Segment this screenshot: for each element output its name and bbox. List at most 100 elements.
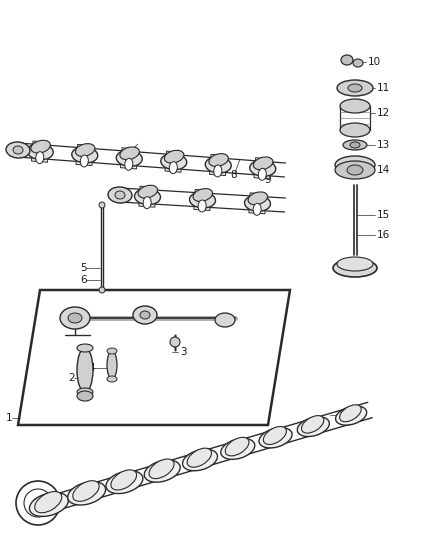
Ellipse shape <box>341 55 353 65</box>
Ellipse shape <box>353 59 363 67</box>
Ellipse shape <box>73 481 99 502</box>
Ellipse shape <box>24 489 52 517</box>
Text: 2: 2 <box>68 373 74 383</box>
Ellipse shape <box>347 165 363 175</box>
Ellipse shape <box>29 492 68 516</box>
Ellipse shape <box>161 154 187 169</box>
Ellipse shape <box>215 313 235 327</box>
Ellipse shape <box>297 417 329 437</box>
Ellipse shape <box>187 448 212 467</box>
Polygon shape <box>76 144 93 166</box>
Ellipse shape <box>348 84 362 92</box>
Ellipse shape <box>149 459 174 479</box>
Ellipse shape <box>335 156 375 174</box>
Ellipse shape <box>343 140 367 150</box>
Text: 12: 12 <box>377 108 390 118</box>
Ellipse shape <box>36 152 44 164</box>
Ellipse shape <box>337 80 373 96</box>
Ellipse shape <box>134 189 160 205</box>
Ellipse shape <box>193 189 212 201</box>
Text: 13: 13 <box>377 140 390 150</box>
Ellipse shape <box>107 351 117 379</box>
Ellipse shape <box>60 307 90 329</box>
Ellipse shape <box>198 200 206 212</box>
Ellipse shape <box>301 416 324 433</box>
Text: 6: 6 <box>80 275 87 285</box>
Ellipse shape <box>259 427 292 448</box>
Ellipse shape <box>225 437 249 456</box>
Polygon shape <box>32 141 49 162</box>
Ellipse shape <box>170 337 180 347</box>
Ellipse shape <box>253 157 273 169</box>
Ellipse shape <box>106 471 143 494</box>
Ellipse shape <box>107 376 117 382</box>
Ellipse shape <box>77 391 93 401</box>
Ellipse shape <box>77 348 93 392</box>
Ellipse shape <box>244 195 271 212</box>
Polygon shape <box>18 290 290 425</box>
Text: 16: 16 <box>377 230 390 240</box>
Text: 11: 11 <box>377 83 390 93</box>
Ellipse shape <box>140 311 150 319</box>
Text: 1: 1 <box>6 413 13 423</box>
Ellipse shape <box>120 147 139 160</box>
Ellipse shape <box>116 150 142 166</box>
Ellipse shape <box>214 165 222 177</box>
Ellipse shape <box>68 482 106 505</box>
Ellipse shape <box>72 147 98 163</box>
Ellipse shape <box>144 460 180 482</box>
Ellipse shape <box>221 439 255 459</box>
Text: 4: 4 <box>88 363 95 373</box>
Ellipse shape <box>108 187 132 203</box>
Ellipse shape <box>253 203 261 215</box>
Ellipse shape <box>115 191 125 199</box>
Ellipse shape <box>99 202 105 208</box>
Ellipse shape <box>111 470 137 490</box>
Text: 9: 9 <box>264 175 271 185</box>
Ellipse shape <box>350 142 360 148</box>
Ellipse shape <box>31 140 50 153</box>
Ellipse shape <box>77 388 93 396</box>
Ellipse shape <box>138 185 158 198</box>
Ellipse shape <box>16 481 60 525</box>
Ellipse shape <box>75 143 95 156</box>
Ellipse shape <box>335 161 375 179</box>
Ellipse shape <box>170 161 177 174</box>
Polygon shape <box>249 193 266 214</box>
Text: 10: 10 <box>368 57 381 67</box>
Polygon shape <box>209 155 227 175</box>
Ellipse shape <box>68 313 82 323</box>
Ellipse shape <box>248 192 268 205</box>
Text: 3: 3 <box>180 347 187 357</box>
Ellipse shape <box>209 154 228 166</box>
Ellipse shape <box>35 491 62 513</box>
Polygon shape <box>254 158 272 179</box>
Ellipse shape <box>337 257 373 271</box>
Polygon shape <box>120 148 138 169</box>
Ellipse shape <box>205 157 231 173</box>
Text: 14: 14 <box>377 165 390 175</box>
Ellipse shape <box>340 99 370 113</box>
Ellipse shape <box>336 406 367 425</box>
Polygon shape <box>194 190 211 211</box>
Ellipse shape <box>13 146 23 154</box>
Text: 17: 17 <box>348 410 361 420</box>
Ellipse shape <box>143 197 151 208</box>
Ellipse shape <box>190 192 215 208</box>
Text: 7: 7 <box>118 155 125 165</box>
Ellipse shape <box>80 155 88 167</box>
Ellipse shape <box>27 143 53 160</box>
Ellipse shape <box>263 426 286 445</box>
Ellipse shape <box>6 142 30 158</box>
Ellipse shape <box>33 498 43 508</box>
Text: 8: 8 <box>230 170 237 180</box>
Ellipse shape <box>340 123 370 137</box>
Ellipse shape <box>99 287 105 293</box>
Ellipse shape <box>133 306 157 324</box>
Ellipse shape <box>125 158 133 171</box>
Ellipse shape <box>77 344 93 352</box>
Text: 15: 15 <box>377 210 390 220</box>
Ellipse shape <box>333 259 377 277</box>
Polygon shape <box>165 151 183 172</box>
Ellipse shape <box>339 405 361 422</box>
